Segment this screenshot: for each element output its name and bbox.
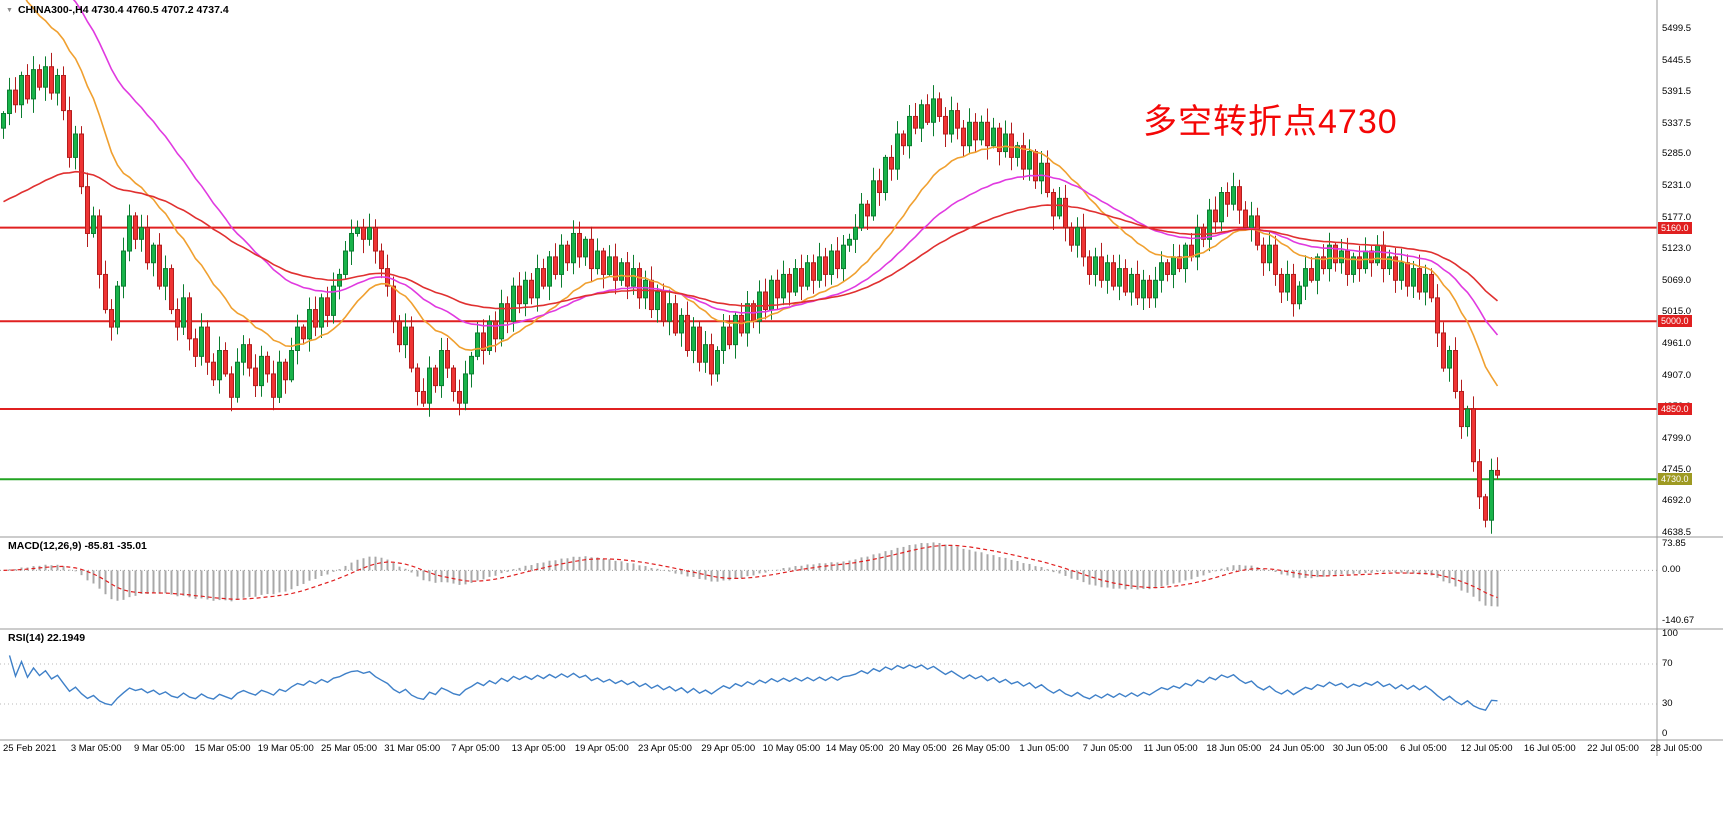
time-axis-label: 19 Apr 05:00: [574, 743, 629, 754]
time-axis-label: 26 May 05:00: [952, 743, 1010, 754]
macd-tick-label: -140.67: [1662, 615, 1695, 627]
time-axis-label: 25 Feb 2021: [3, 743, 57, 754]
rsi-tick-label: 0: [1662, 728, 1668, 739]
price-axis[interactable]: 5499.5 5445.5 5391.5 5337.5 5285.0 5231.0 5177…: [1658, 0, 1722, 836]
chart-title: ▼ CHINA300-,H4 4730.4 4760.5 4707.2 4737…: [6, 4, 229, 16]
time-axis-label: 7 Apr 05:00: [451, 743, 500, 754]
time-axis-label: 6 Jul 05:00: [1400, 743, 1447, 754]
price-tick-label: 5177.0: [1662, 211, 1692, 223]
price-line-tag[interactable]: 4730.0: [1658, 473, 1692, 486]
price-tick-label: 4745.0: [1662, 464, 1692, 476]
time-axis-label: 12 Jul 05:00: [1460, 743, 1513, 754]
time-axis-label: 3 Mar 05:00: [70, 743, 122, 754]
time-axis-label: 30 Jun 05:00: [1332, 743, 1388, 754]
price-tick-label: 4907.0: [1662, 369, 1692, 381]
rsi-tick-label: 100: [1662, 628, 1678, 639]
price-tick-label: 5337.5: [1662, 117, 1692, 129]
rsi-indicator-label: RSI(14) 22.1949: [8, 632, 86, 644]
time-axis-label: 1 Jun 05:00: [1019, 743, 1070, 754]
time-axis-label: 10 May 05:00: [762, 743, 821, 754]
price-tick-label: 4638.5: [1662, 526, 1692, 538]
time-axis-label: 15 Mar 05:00: [194, 743, 251, 754]
rsi-tick-label: 30: [1662, 698, 1673, 709]
price-tick-label: 5499.5: [1662, 22, 1692, 34]
price-tick-label: 4799.0: [1662, 432, 1692, 444]
time-axis-label: 9 Mar 05:00: [134, 743, 185, 754]
time-axis-label: 28 Jul 05:00: [1650, 743, 1703, 754]
time-axis-label: 11 Jun 05:00: [1143, 743, 1198, 754]
time-axis-label: 25 Mar 05:00: [321, 743, 377, 754]
time-axis-label: 14 May 05:00: [825, 743, 884, 754]
price-tick-label: 5069.0: [1662, 274, 1692, 286]
price-line-tag[interactable]: 5160.0: [1658, 221, 1692, 234]
macd-tick-label: 0.00: [1662, 564, 1681, 576]
price-tick-label: 5391.5: [1662, 86, 1692, 98]
time-axis-label: 18 Jun 05:00: [1206, 743, 1262, 754]
time-axis-label: 19 Mar 05:00: [257, 743, 314, 754]
time-axis-label: 24 Jun 05:00: [1269, 743, 1325, 754]
price-tick-label: 5231.0: [1662, 180, 1692, 192]
price-tick-label: 5285.0: [1662, 148, 1692, 160]
time-axis-label: 31 Mar 05:00: [384, 743, 441, 754]
time-axis-label: 20 May 05:00: [889, 743, 947, 754]
symbol-dropdown-icon[interactable]: ▼: [6, 6, 13, 14]
price-line-tag[interactable]: 4850.0: [1658, 403, 1692, 416]
time-axis-label: 7 Jun 05:00: [1082, 743, 1133, 754]
time-axis-label: 29 Apr 05:00: [701, 743, 756, 754]
time-axis-label: 22 Jul 05:00: [1587, 743, 1639, 754]
rsi-tick-label: 70: [1662, 658, 1673, 669]
price-tick-label: 5123.0: [1662, 243, 1692, 255]
time-axis-label: 13 Apr 05:00: [511, 743, 566, 754]
annotation-text: 多空转折点4730: [1143, 103, 1398, 141]
chart-title-text: CHINA300-,H4 4730.4 4760.5 4707.2 4737.4: [17, 4, 229, 16]
time-axis[interactable]: 25 Feb 2021 3 Mar 05:00 9 Mar 05:00 15 Mar …: [0, 741, 1723, 759]
macd-tick-label: 73.85: [1662, 537, 1686, 549]
time-axis-label: 16 Jul 05:00: [1523, 743, 1576, 754]
time-axis-label: 23 Apr 05:00: [638, 743, 692, 754]
price-tick-label: 4961.0: [1662, 338, 1692, 350]
price-tick-label: 4692.0: [1662, 495, 1692, 507]
price-tick-label: 5015.0: [1662, 306, 1692, 318]
price-tick-label: 5445.5: [1662, 54, 1692, 66]
macd-indicator-label: MACD(12,26,9) -85.81 -35.01: [8, 540, 147, 552]
price-line-tag[interactable]: 5000.0: [1658, 315, 1692, 328]
